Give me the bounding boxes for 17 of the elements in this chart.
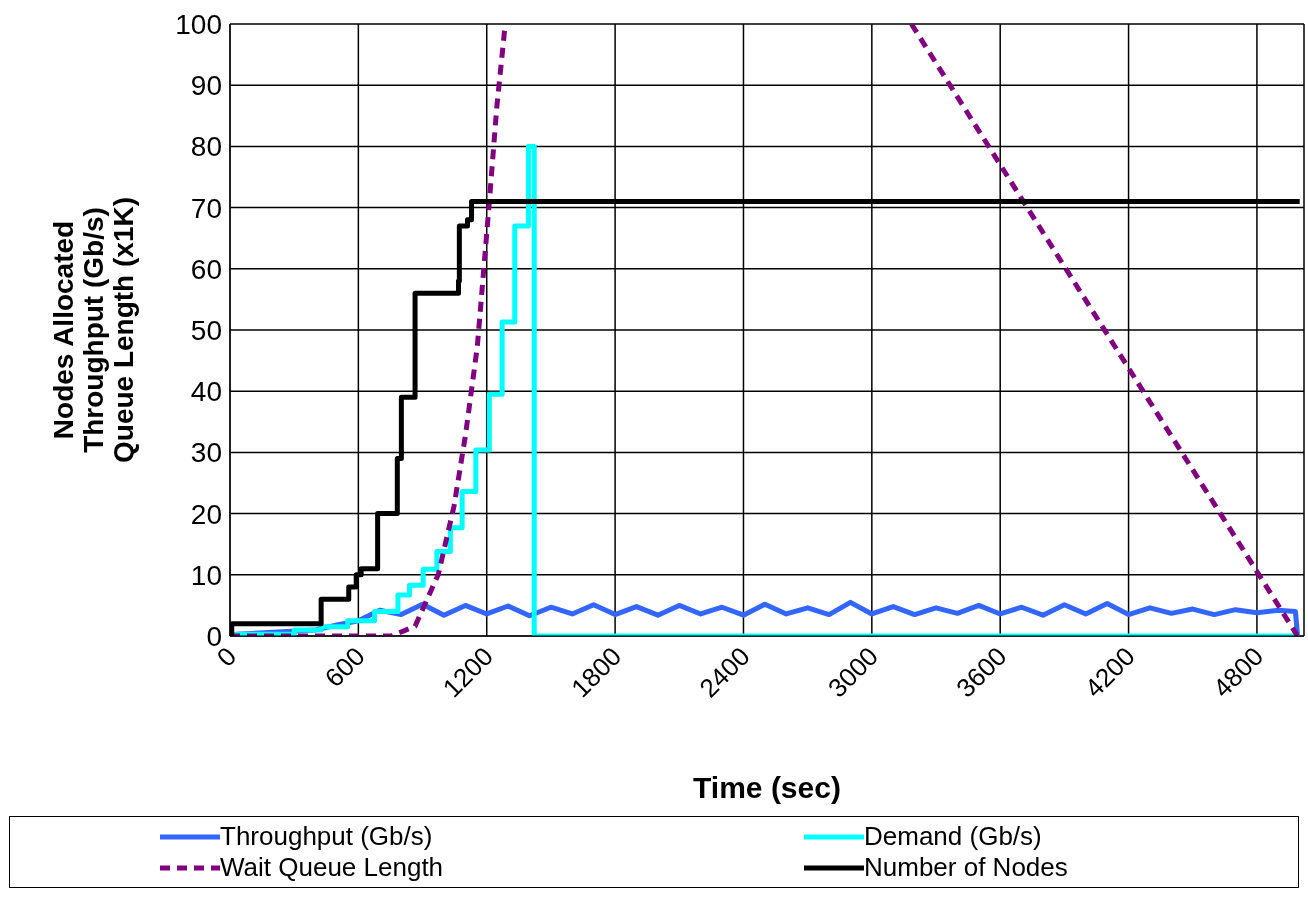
- x-tick-label: 600: [318, 641, 371, 693]
- legend-label: Demand (Gb/s): [864, 821, 1042, 852]
- y-tick-label: 50: [190, 314, 222, 346]
- y-axis-title: Nodes Allocated Throughput (Gb/s) Queue Length (x1K): [48, 196, 139, 464]
- y-tick-label: 100: [175, 8, 222, 40]
- y-tick-label: 90: [190, 70, 222, 102]
- x-axis-title: Time (sec): [693, 771, 841, 804]
- y-tick-label: 30: [190, 437, 222, 469]
- y-tick-label: 40: [190, 376, 222, 408]
- y-tick-label: 20: [190, 498, 222, 530]
- legend-label: Throughput (Gb/s): [220, 821, 433, 852]
- y-tick-label: 60: [190, 253, 222, 285]
- legend-label: Wait Queue Length: [220, 852, 444, 883]
- legend-label: Number of Nodes: [864, 852, 1068, 883]
- y-tick-label: 70: [190, 192, 222, 224]
- y-tick-label: 10: [190, 559, 222, 591]
- y-tick-label: 80: [190, 131, 222, 163]
